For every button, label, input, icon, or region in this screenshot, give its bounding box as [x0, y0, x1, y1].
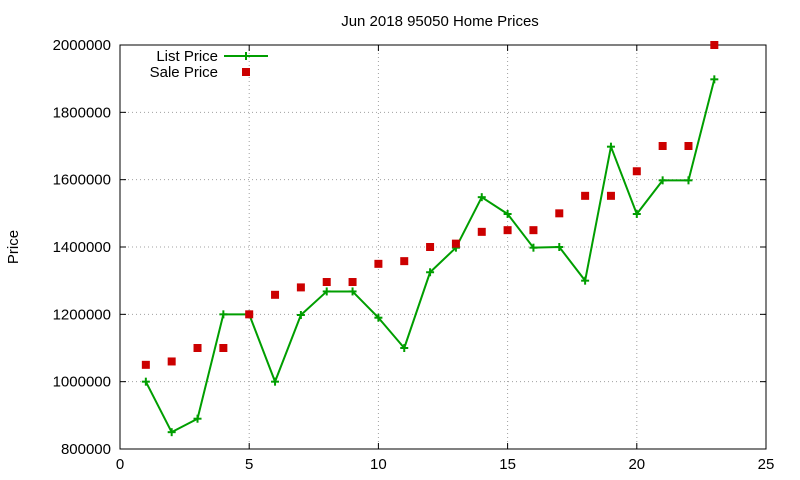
- sale-price-point: [141, 360, 150, 369]
- list-price-point: [555, 243, 564, 251]
- x-tick-label: 20: [628, 456, 645, 473]
- sale-price-point: [606, 191, 615, 200]
- x-tick-label: 25: [758, 456, 775, 473]
- list-price-point: [658, 176, 667, 185]
- y-tick-label: 1400000: [53, 239, 111, 256]
- list-price-line: [144, 79, 716, 434]
- plot-frame: [119, 44, 767, 450]
- y-axis-label: Price: [5, 230, 22, 264]
- sale-price-point: [503, 226, 512, 235]
- series-layer: [141, 41, 719, 437]
- legend: List Price Sale Price: [150, 48, 268, 81]
- sale-price-point: [426, 243, 435, 251]
- grid-lines: [120, 45, 766, 449]
- sale-price-point: [658, 142, 667, 150]
- list-price-point: [503, 210, 512, 219]
- list-price-point: [426, 268, 435, 277]
- x-tick-label: 5: [245, 456, 253, 473]
- list-price-point: [400, 344, 409, 352]
- legend-marker-sale-price: [242, 68, 250, 76]
- sale-price-point: [684, 142, 693, 150]
- sale-price-point: [451, 239, 460, 248]
- sale-price-point: [245, 310, 254, 319]
- x-tick-label: 10: [370, 456, 387, 473]
- series-sale-price: [141, 41, 719, 369]
- sale-price-point: [167, 357, 176, 366]
- list-price-point: [141, 377, 150, 386]
- legend-label-list-price: List Price: [156, 48, 218, 65]
- y-tick-label: 800000: [61, 441, 111, 458]
- list-price-point: [219, 310, 228, 319]
- list-price-point: [684, 176, 693, 185]
- sale-price-point: [271, 290, 280, 299]
- sale-price-point: [710, 41, 719, 49]
- list-price-point: [581, 276, 590, 285]
- sale-price-point: [529, 226, 538, 235]
- list-price-point: [193, 414, 202, 423]
- list-price-point: [632, 210, 641, 219]
- list-price-point: [348, 287, 357, 296]
- sale-price-point: [348, 278, 357, 287]
- legend-marker-list-price: [242, 52, 250, 60]
- legend-swatch-sale-price: [242, 68, 250, 76]
- list-price-point: [606, 142, 615, 151]
- list-price-point: [529, 243, 538, 252]
- y-tick-label: 1800000: [53, 104, 111, 121]
- y-tick-label: 2000000: [53, 37, 111, 54]
- sale-price-point: [400, 257, 409, 266]
- list-price-point: [322, 287, 331, 296]
- sale-price-point: [193, 344, 202, 352]
- list-price-point: [374, 313, 383, 322]
- sale-price-point: [581, 191, 590, 200]
- list-price-point: [296, 311, 305, 320]
- y-tick-label: 1600000: [53, 172, 111, 189]
- sale-price-point: [219, 344, 228, 352]
- legend-label-sale-price: Sale Price: [150, 64, 218, 81]
- sale-price-point: [632, 167, 641, 176]
- y-tick-label: 1200000: [53, 306, 111, 323]
- x-tick-label: 0: [116, 456, 124, 473]
- y-tick-label: 1000000: [53, 374, 111, 391]
- axis-ticks: 800000 1000000 1200000 1400000 1600000 180000…: [53, 37, 775, 473]
- sale-price-point: [322, 278, 331, 287]
- sale-price-point: [477, 227, 486, 236]
- list-price-point: [710, 75, 719, 84]
- list-price-point: [271, 377, 280, 386]
- chart-title: Jun 2018 95050 Home Prices: [341, 13, 539, 30]
- sale-price-point: [296, 283, 305, 292]
- sale-price-point: [555, 209, 564, 218]
- list-price-point: [167, 428, 176, 437]
- legend-swatch-list-price: [224, 52, 268, 60]
- x-tick-label: 15: [499, 456, 516, 473]
- sale-price-point: [374, 259, 383, 268]
- list-price-point: [477, 193, 486, 202]
